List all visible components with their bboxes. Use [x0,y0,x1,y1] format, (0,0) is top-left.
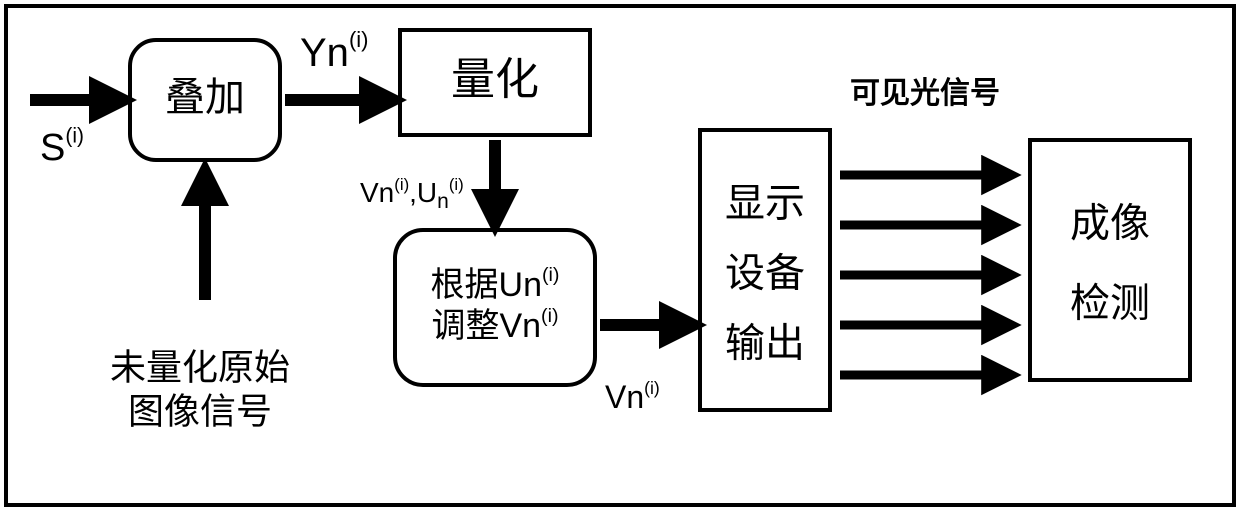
label-yn-i: Yn(i) [300,27,368,75]
label-adjust-line2: 调整Vn(i) [431,305,558,345]
diagram-svg: 叠加 量化根据Un(i)调整Vn(i) 显示设备输出 成像检测 S(i) Yn(i) Vn(… [0,0,1240,511]
label-adjust-line1: 根据Un(i) [431,264,560,304]
label-display-line-0: 显示 [725,182,805,226]
label-imaging-line-1: 检测 [1070,282,1150,326]
label-unquant-line-0: 未量化原始 [110,347,290,388]
label-quantize: 量化 [451,55,539,104]
label-s-i: S(i) [40,124,84,169]
label-display-line-2: 输出 [725,322,805,366]
node-imaging [1030,140,1190,380]
label-display-line-1: 设备 [725,252,805,296]
label-imaging-line-0: 成像 [1070,202,1150,246]
label-unquant-line-1: 图像信号 [128,391,272,432]
label-vn-un: Vn(i),Un(i) [360,175,464,212]
label-superpose: 叠加 [165,76,245,120]
label-vn-i: Vn(i) [605,377,660,415]
label-visible-light: 可见光信号 [850,77,1000,110]
